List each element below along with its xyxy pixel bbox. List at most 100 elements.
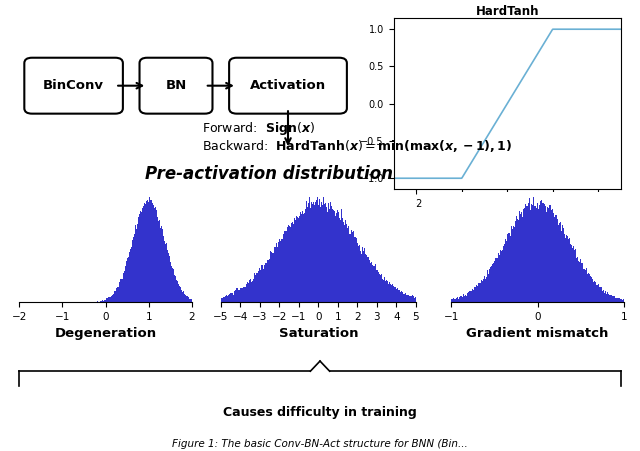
Bar xyxy=(227,296,228,302)
Bar xyxy=(247,282,248,302)
Bar xyxy=(587,274,588,302)
Bar xyxy=(522,216,523,302)
Bar xyxy=(129,252,130,302)
Bar xyxy=(415,297,416,302)
Bar xyxy=(349,234,351,302)
Bar xyxy=(117,287,118,302)
Bar xyxy=(575,251,577,302)
Bar xyxy=(357,243,358,302)
Bar xyxy=(461,297,463,302)
Bar xyxy=(259,268,260,302)
Bar xyxy=(568,239,569,302)
Bar xyxy=(185,295,186,302)
Bar xyxy=(284,231,285,302)
Bar xyxy=(490,267,491,302)
Bar xyxy=(321,202,323,302)
Bar xyxy=(153,205,154,302)
Bar xyxy=(542,203,543,302)
Bar xyxy=(297,216,298,302)
Bar xyxy=(143,204,145,302)
X-axis label: Saturation: Saturation xyxy=(278,327,358,341)
Bar xyxy=(495,258,496,302)
Bar xyxy=(222,298,223,302)
Bar xyxy=(414,298,415,302)
Bar xyxy=(500,250,501,302)
Bar xyxy=(303,214,304,302)
Bar xyxy=(339,218,340,302)
Bar xyxy=(511,226,512,302)
Bar xyxy=(588,273,589,302)
Bar xyxy=(623,299,624,302)
Bar xyxy=(612,296,614,302)
Bar xyxy=(473,290,474,302)
Bar xyxy=(190,299,191,302)
Bar xyxy=(373,266,374,302)
Bar xyxy=(599,287,600,302)
Bar xyxy=(338,212,339,302)
Bar xyxy=(306,201,307,302)
Bar xyxy=(288,225,289,302)
Bar xyxy=(513,226,515,302)
FancyBboxPatch shape xyxy=(229,58,347,114)
Bar xyxy=(118,284,120,302)
Bar xyxy=(516,216,517,302)
Bar xyxy=(535,206,536,302)
Bar xyxy=(581,263,582,302)
Bar xyxy=(497,258,498,302)
Bar xyxy=(345,220,346,302)
Bar xyxy=(314,205,316,302)
Bar xyxy=(136,229,137,302)
Bar xyxy=(286,231,287,302)
Bar xyxy=(296,216,297,302)
Bar xyxy=(574,250,575,302)
Bar xyxy=(351,232,353,302)
Bar xyxy=(368,258,369,302)
Bar xyxy=(261,266,262,302)
Bar xyxy=(148,202,149,302)
Bar xyxy=(179,285,180,302)
Text: Backward:  $\mathbf{HardTanh}(\boldsymbol{x}) = \mathbf{min(max(}\boldsymbol{x}\: Backward: $\mathbf{HardTanh}(\boldsymbol… xyxy=(202,138,512,154)
Bar xyxy=(578,261,579,302)
Bar xyxy=(324,203,325,302)
Bar xyxy=(342,218,343,302)
Bar xyxy=(335,216,336,302)
Bar xyxy=(538,209,540,302)
Bar xyxy=(156,210,157,302)
Bar xyxy=(258,271,259,302)
Bar xyxy=(327,212,328,302)
Bar xyxy=(282,239,284,302)
Bar xyxy=(146,201,147,302)
Bar xyxy=(573,246,574,302)
Bar xyxy=(596,285,597,302)
Bar xyxy=(278,242,280,302)
Bar xyxy=(254,272,255,302)
Bar xyxy=(223,298,224,302)
Bar xyxy=(115,291,116,302)
Bar xyxy=(121,279,122,302)
Bar xyxy=(593,281,594,302)
Bar xyxy=(559,223,560,302)
Bar xyxy=(369,260,370,302)
X-axis label: Degeneration: Degeneration xyxy=(54,327,157,341)
Bar xyxy=(243,286,244,302)
Bar xyxy=(267,260,268,302)
Bar xyxy=(406,295,407,302)
Bar xyxy=(407,295,408,302)
Bar xyxy=(621,299,622,302)
Bar xyxy=(244,287,245,302)
Bar xyxy=(253,279,254,302)
Bar xyxy=(512,229,513,302)
Bar xyxy=(604,293,605,302)
Bar xyxy=(411,296,412,302)
Bar xyxy=(127,258,128,302)
Bar xyxy=(468,292,469,302)
Bar xyxy=(594,281,595,302)
Text: Pre-activation distribution: Pre-activation distribution xyxy=(145,165,393,183)
Bar xyxy=(607,294,609,302)
Bar xyxy=(589,274,590,302)
Bar xyxy=(561,230,562,302)
Bar xyxy=(527,206,528,302)
Bar xyxy=(292,222,293,302)
Bar xyxy=(236,288,237,302)
Bar xyxy=(410,296,411,302)
